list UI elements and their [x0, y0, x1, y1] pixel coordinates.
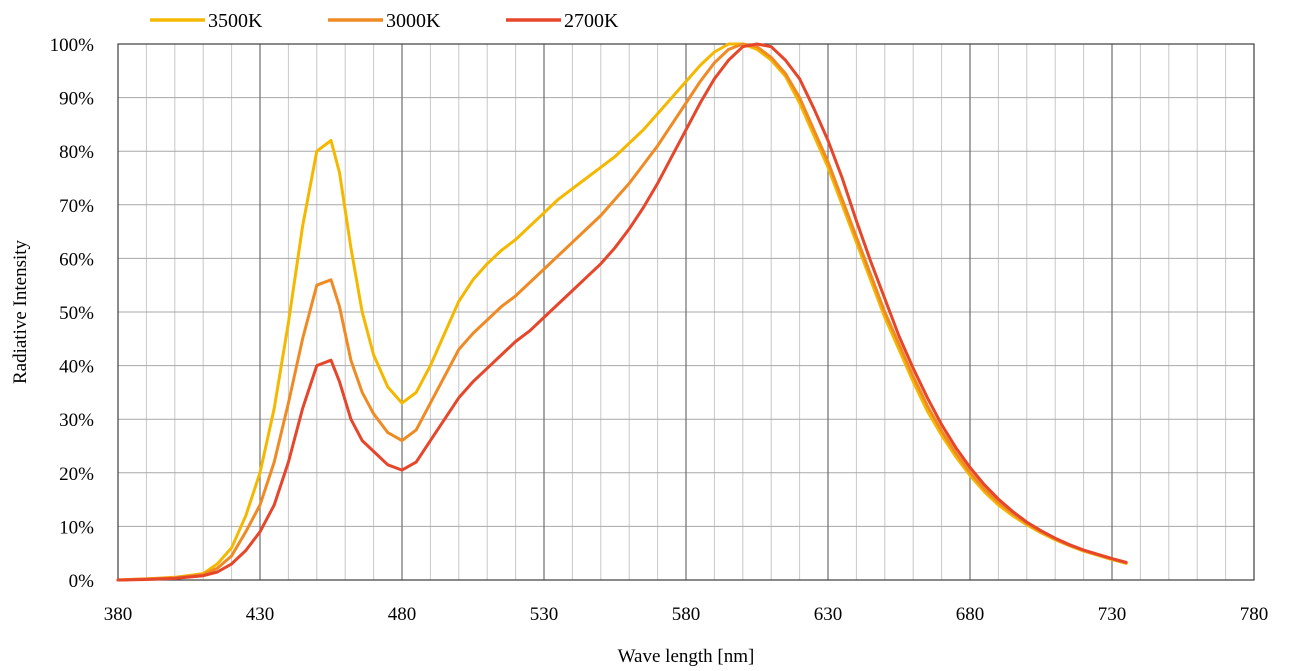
legend: 3500K 3000K 2700K: [150, 10, 619, 32]
x-tick-label: 480: [388, 604, 417, 625]
series-line-3000K: [116, 42, 1128, 582]
y-tick-label: 60%: [59, 249, 94, 270]
y-tick-label: 80%: [59, 142, 94, 163]
y-axis-tick-labels: 0% 10% 20% 30% 40% 50% 60% 70% 80% 90% 100%: [50, 35, 95, 592]
y-tick-label: 20%: [59, 464, 94, 485]
x-axis-tick-labels: 380 430 480 530 580 630 680 730 780: [104, 604, 1269, 625]
x-tick-label: 430: [246, 604, 275, 625]
plot-border: [117, 43, 1255, 581]
y-tick-label: 40%: [59, 357, 94, 378]
x-tick-label: 730: [1098, 604, 1127, 625]
y-tick-label: 90%: [59, 89, 94, 110]
y-tick-label: 0%: [69, 571, 95, 592]
x-axis-title: Wave length [nm]: [618, 646, 755, 667]
x-tick-label: 680: [956, 604, 985, 625]
y-tick-label: 100%: [50, 35, 95, 56]
y-axis-title: Radiative Intensity: [10, 239, 31, 384]
legend-label-3000K: 3000K: [386, 10, 441, 32]
x-tick-label: 530: [530, 604, 559, 625]
x-tick-label: 580: [672, 604, 701, 625]
series-line-3500K: [116, 42, 1128, 582]
y-tick-label: 10%: [59, 517, 94, 538]
y-tick-label: 70%: [59, 196, 94, 217]
x-tick-label: 380: [104, 604, 133, 625]
y-tick-label: 50%: [59, 303, 94, 324]
x-tick-label: 780: [1240, 604, 1269, 625]
x-tick-label: 630: [814, 604, 843, 625]
y-tick-label: 30%: [59, 410, 94, 431]
legend-label-3500K: 3500K: [208, 10, 263, 32]
legend-label-2700K: 2700K: [564, 10, 619, 32]
series-lines: [116, 42, 1128, 582]
series-line-2700K: [116, 42, 1128, 582]
